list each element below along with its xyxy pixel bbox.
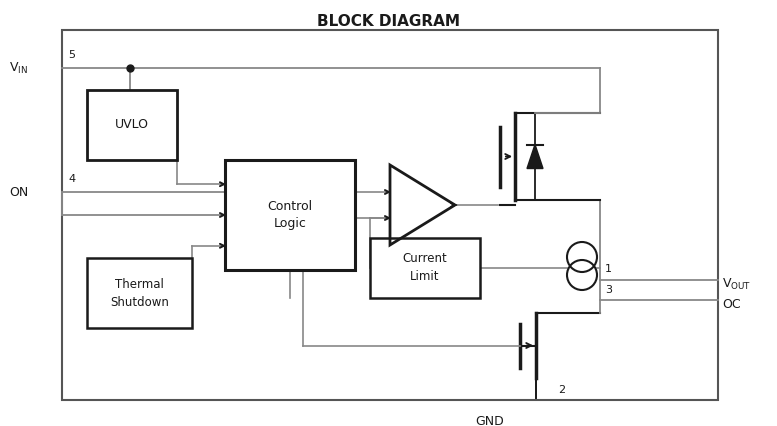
Bar: [87, 90, 177, 160]
Text: BLOCK DIAGRAM: BLOCK DIAGRAM: [317, 14, 460, 29]
Bar: [87, 258, 192, 328]
Text: Control
Logic: Control Logic: [267, 199, 312, 230]
Text: V$_{\mathregular{OUT}}$: V$_{\mathregular{OUT}}$: [722, 276, 751, 291]
Bar: [62, 30, 718, 400]
Polygon shape: [527, 144, 543, 169]
Text: Thermal
Shutdown: Thermal Shutdown: [110, 277, 169, 308]
Text: OC: OC: [722, 297, 740, 311]
Text: V$_{\mathregular{IN}}$: V$_{\mathregular{IN}}$: [9, 60, 28, 75]
Text: Current
Limit: Current Limit: [402, 253, 448, 283]
Bar: [370, 238, 480, 298]
Text: 2: 2: [558, 385, 565, 395]
Text: GND: GND: [476, 415, 504, 426]
Text: 5: 5: [68, 50, 75, 60]
Text: 4: 4: [68, 174, 75, 184]
Text: ON: ON: [9, 185, 28, 199]
Text: 1: 1: [605, 264, 612, 274]
Text: UVLO: UVLO: [115, 118, 149, 132]
Text: 3: 3: [605, 285, 612, 295]
Bar: [225, 160, 355, 270]
